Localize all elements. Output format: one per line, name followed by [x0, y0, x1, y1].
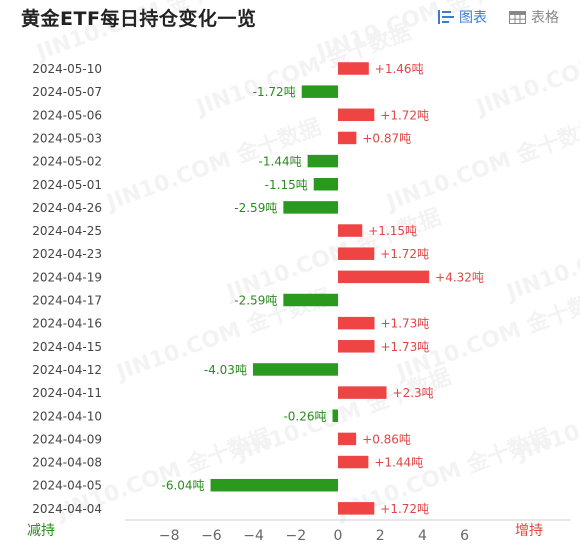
data-label: +4.32吨 — [435, 270, 484, 284]
bar-decrease — [332, 409, 338, 422]
data-label: +0.86吨 — [362, 432, 411, 446]
y-category-label: 2024-05-10 — [32, 62, 102, 76]
data-label: +1.15吨 — [368, 224, 417, 238]
y-category-label: 2024-04-10 — [32, 409, 102, 423]
y-category-label: 2024-04-16 — [32, 317, 102, 331]
data-label: +1.72吨 — [380, 247, 429, 261]
bar-increase — [338, 455, 369, 469]
y-category-label: 2024-04-11 — [32, 386, 102, 400]
bar-decrease — [307, 154, 338, 168]
bar-decrease — [283, 293, 338, 307]
x-tick-label: −8 — [159, 528, 180, 544]
svg-text:JIN10.COM 金十数据: JIN10.COM 金十数据 — [501, 204, 580, 306]
bar-chart-list-icon — [438, 10, 454, 24]
table-grid-icon — [509, 10, 526, 24]
data-label: -0.26吨 — [283, 409, 326, 423]
data-label: -1.15吨 — [265, 178, 308, 192]
tab-chart-label: 图表 — [459, 10, 487, 26]
tab-table[interactable]: 表格 — [509, 7, 559, 27]
svg-text:JIN10.COM 金十数据: JIN10.COM 金十数据 — [381, 114, 580, 216]
y-category-label: 2024-04-09 — [32, 432, 102, 446]
bar-increase — [338, 502, 375, 515]
y-category-label: 2024-04-05 — [32, 479, 102, 493]
x-tick-label: −4 — [243, 528, 264, 544]
bar-increase — [338, 224, 363, 237]
bar-decrease — [252, 363, 338, 376]
svg-text:JIN10.COM 金十数据: JIN10.COM 金十数据 — [31, 0, 254, 66]
bar-decrease — [301, 85, 338, 98]
legend-decrease: 减持 — [27, 523, 55, 539]
data-label: -4.03吨 — [204, 363, 247, 377]
bar-increase — [338, 316, 375, 330]
data-label: +1.73吨 — [381, 317, 430, 331]
page-title: 黄金ETF每日持仓变化一览 — [21, 8, 257, 30]
data-label: +1.72吨 — [380, 502, 429, 516]
data-label: +1.44吨 — [374, 456, 423, 470]
data-label: -1.44吨 — [259, 155, 302, 169]
y-category-label: 2024-04-08 — [32, 456, 102, 470]
data-label: +0.87吨 — [362, 131, 411, 145]
y-category-label: 2024-05-02 — [32, 155, 102, 169]
y-category-label: 2024-04-04 — [32, 502, 102, 516]
data-label: +1.73吨 — [381, 340, 430, 354]
svg-text:JIN10.COM 金十数据: JIN10.COM 金十数据 — [391, 284, 580, 386]
bar-increase — [338, 108, 375, 122]
svg-text:JIN10.COM 金十数据: JIN10.COM 金十数据 — [471, 19, 580, 121]
x-tick-label: 2 — [376, 528, 385, 544]
data-label: -2.59吨 — [234, 201, 277, 215]
bar-decrease — [210, 478, 338, 492]
data-label: -6.04吨 — [161, 479, 204, 493]
bar-decrease — [283, 201, 338, 214]
bar-increase — [338, 340, 375, 353]
tab-table-label: 表格 — [531, 10, 559, 26]
bar-decrease — [313, 178, 338, 191]
tab-chart[interactable]: 图表 — [438, 7, 487, 27]
bar-increase — [338, 62, 369, 75]
y-category-label: 2024-04-15 — [32, 340, 102, 354]
y-category-label: 2024-04-19 — [32, 270, 102, 284]
bar-increase — [338, 131, 357, 145]
x-tick-label: −6 — [201, 528, 222, 544]
y-category-label: 2024-04-12 — [32, 363, 102, 377]
y-category-label: 2024-04-25 — [32, 224, 102, 238]
bar-increase — [338, 270, 430, 284]
y-category-label: 2024-05-03 — [32, 131, 102, 145]
bar-increase — [338, 247, 375, 260]
bar-increase — [338, 432, 357, 446]
y-category-label: 2024-04-17 — [32, 294, 102, 308]
view-tabs: 图表 表格 — [438, 7, 559, 27]
data-label: -2.59吨 — [234, 294, 277, 308]
data-label: +1.72吨 — [380, 108, 429, 122]
x-tick-label: 6 — [460, 528, 469, 544]
y-category-label: 2024-04-26 — [32, 201, 102, 215]
data-label: -1.72吨 — [253, 85, 296, 99]
x-tick-label: −2 — [285, 528, 306, 544]
legend-increase: 增持 — [515, 523, 543, 539]
y-category-label: 2024-05-06 — [32, 108, 102, 122]
y-category-label: 2024-05-07 — [32, 85, 102, 99]
x-tick-label: 4 — [418, 528, 427, 544]
data-label: +1.46吨 — [375, 62, 424, 76]
y-category-label: 2024-05-01 — [32, 178, 102, 192]
x-tick-label: 0 — [334, 528, 343, 544]
y-category-label: 2024-04-23 — [32, 247, 102, 261]
data-label: +2.3吨 — [393, 386, 434, 400]
bar-increase — [338, 386, 387, 399]
